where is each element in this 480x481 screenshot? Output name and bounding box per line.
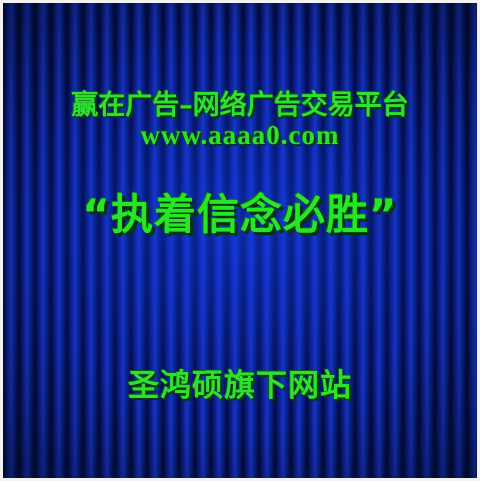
banner-footer: 圣鸿硕旗下网站 [128, 368, 352, 404]
banner-headline: 赢在广告–网络广告交易平台 [71, 90, 409, 121]
banner-url: www.aaaa0.com [140, 120, 340, 150]
banner-slogan: “执着信念必胜” [82, 190, 398, 239]
